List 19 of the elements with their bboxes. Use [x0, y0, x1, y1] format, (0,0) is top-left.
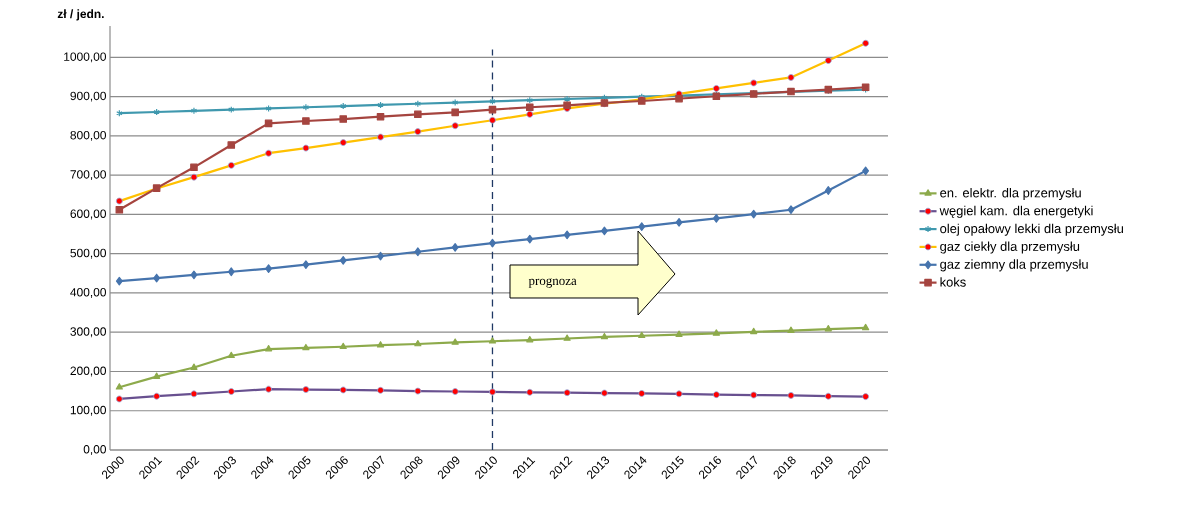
y-tick-label: 200,00 — [70, 366, 107, 377]
y-tick-label: 900,00 — [70, 91, 107, 102]
y-axis-title: zł / jedn. — [57, 9, 104, 21]
annotation: prognoza — [528, 278, 577, 288]
y-tick-label: 700,00 — [70, 170, 107, 181]
y-tick-label: 300,00 — [70, 327, 107, 338]
y-tick-label: 0,00 — [83, 445, 107, 455]
y-tick-label: 800,00 — [70, 130, 107, 141]
y-tick-label: 500,00 — [70, 248, 107, 259]
y-tick-label: 100,00 — [70, 405, 107, 416]
legend-label: gaz ziemny dla przemysłu — [940, 259, 1088, 272]
legend-label: en. elektr. dla przemysłu — [940, 187, 1081, 200]
legend-label: olej opałowy lekki dla przemysłu — [940, 223, 1123, 236]
y-tick-label: 600,00 — [70, 209, 107, 220]
y-tick-label: 1000,00 — [64, 52, 107, 63]
legend-label: koks — [940, 277, 966, 287]
legend-label: węgiel kam. dla energetyki — [939, 205, 1093, 218]
legend-label: gaz ciekły dla przemysłu — [940, 241, 1080, 254]
y-tick-label: 400,00 — [70, 288, 107, 298]
